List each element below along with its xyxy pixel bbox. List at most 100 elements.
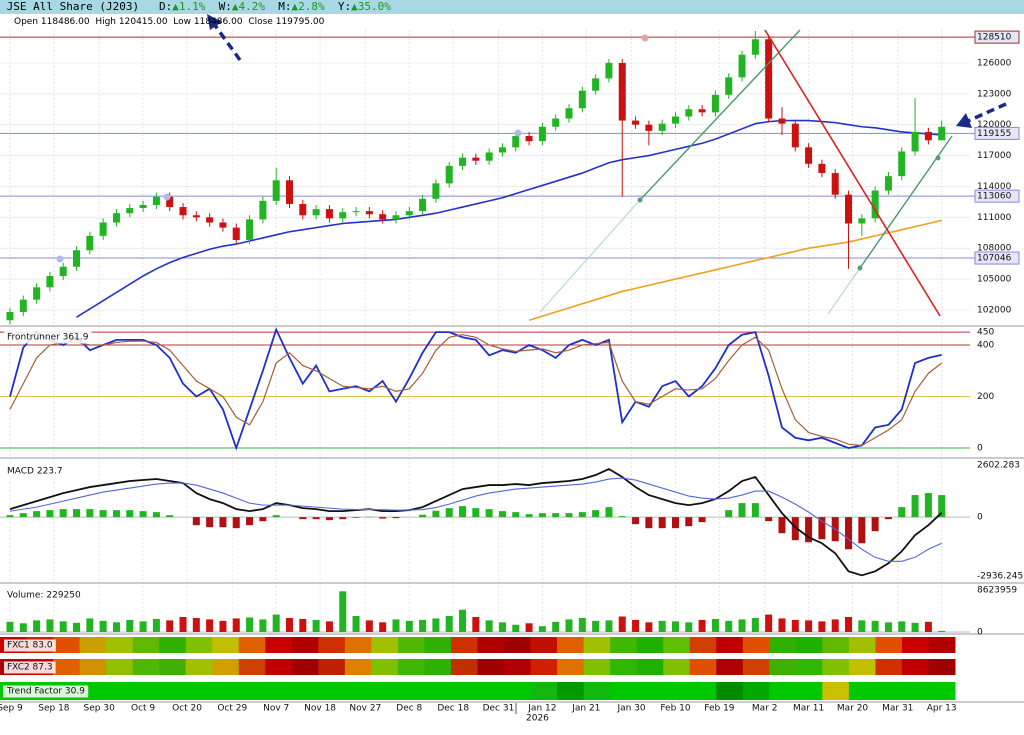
candle-body <box>765 39 773 119</box>
anchor-dot <box>163 193 171 201</box>
volume-bar <box>671 621 679 632</box>
histogram-bar <box>778 517 786 534</box>
histogram-bar <box>112 510 120 518</box>
histogram-bar <box>472 508 480 518</box>
histogram-bar <box>299 517 307 520</box>
heat-cell <box>742 659 770 675</box>
candle-body <box>924 131 932 141</box>
heat-cell <box>344 682 372 700</box>
candle-body <box>512 136 520 148</box>
volume-bar <box>126 619 134 632</box>
volume-bar <box>538 626 546 632</box>
volume-bar <box>565 619 573 632</box>
volume-bar <box>725 620 733 632</box>
volume-bar <box>19 623 27 632</box>
trend-line-extension <box>827 267 861 315</box>
histogram-bar <box>126 510 134 518</box>
candle-body <box>59 266 67 277</box>
candle-body <box>99 222 107 236</box>
volume-bar <box>592 620 600 632</box>
heat-cell <box>265 637 293 653</box>
histogram-bar <box>166 515 174 518</box>
candle-body <box>818 163 826 174</box>
candle-body <box>86 235 94 251</box>
volume-bar <box>325 621 333 632</box>
panel-title: FXC1 83.0 <box>7 641 53 651</box>
histogram-bar <box>871 517 879 532</box>
heat-cell <box>636 682 664 700</box>
heat-cell <box>424 682 452 700</box>
level-label-box <box>974 251 1020 265</box>
heat-cell <box>769 659 797 675</box>
histogram-bar <box>791 517 799 541</box>
histogram-bar <box>751 503 759 518</box>
indicator-line <box>9 334 943 447</box>
ohlc-value: 119795.00 <box>275 17 325 27</box>
heat-cell <box>132 659 160 675</box>
histogram-bar <box>73 509 81 518</box>
candle-body <box>126 208 134 214</box>
volume-bar <box>911 622 919 632</box>
histogram-bar <box>432 510 440 518</box>
volume-bar <box>618 616 626 632</box>
candle-body <box>232 227 240 240</box>
y-tick-label: 114000 <box>977 182 1012 192</box>
volume-bar <box>578 617 586 632</box>
histogram-bar <box>99 510 107 518</box>
level-label-box <box>974 30 1020 44</box>
x-tick-label: Oct 9 <box>131 704 155 714</box>
candle-body <box>246 219 254 240</box>
volume-bar <box>871 620 879 632</box>
y-tick-label: 450 <box>977 328 994 338</box>
heat-cell <box>159 682 187 700</box>
heat-cell <box>79 659 107 675</box>
change-value: ▲4.2% <box>231 0 265 13</box>
heat-cell <box>689 637 717 653</box>
heat-cell <box>185 659 213 675</box>
candle-body <box>139 204 147 209</box>
candle-body <box>711 94 719 113</box>
x-tick-label: Nov 27 <box>349 704 381 714</box>
histogram-bar <box>645 517 653 529</box>
heat-cell <box>477 682 505 700</box>
candle-body <box>6 312 14 321</box>
candle-body <box>725 77 733 95</box>
heat-cell <box>504 637 532 653</box>
histogram-bar <box>33 511 41 518</box>
heat-cell <box>371 682 399 700</box>
volume-bar <box>472 616 480 632</box>
heat-cell <box>397 682 425 700</box>
heat-cell <box>132 682 160 700</box>
y-tick-label: 126000 <box>977 58 1012 68</box>
histogram-bar <box>618 516 626 518</box>
candle-body <box>166 196 174 208</box>
level-label-box <box>974 126 1020 140</box>
candle-body <box>525 136 533 142</box>
change-label: D: <box>158 0 173 13</box>
heat-cell <box>557 682 585 700</box>
arrow <box>212 22 242 62</box>
histogram-bar <box>339 517 347 520</box>
histogram-bar <box>86 509 94 518</box>
heat-cell <box>424 637 452 653</box>
heat-cell <box>848 659 876 675</box>
volume-bar <box>86 618 94 632</box>
level-label: 107046 <box>977 254 1012 264</box>
candle-body <box>325 209 333 219</box>
histogram-bar <box>605 507 613 518</box>
anchor-dot <box>514 129 522 137</box>
heat-cell <box>424 659 452 675</box>
volume-bar <box>352 616 360 632</box>
heat-cell <box>265 682 293 700</box>
heat-cell <box>742 637 770 653</box>
candle-body <box>299 203 307 216</box>
heat-cell <box>106 637 134 653</box>
volume-bar <box>392 619 400 632</box>
candle-body <box>19 299 27 313</box>
candle-body <box>352 211 360 213</box>
candle-body <box>432 183 440 199</box>
heat-cell <box>875 637 903 653</box>
trend-line-extension <box>539 199 641 313</box>
histogram-bar <box>272 515 280 518</box>
